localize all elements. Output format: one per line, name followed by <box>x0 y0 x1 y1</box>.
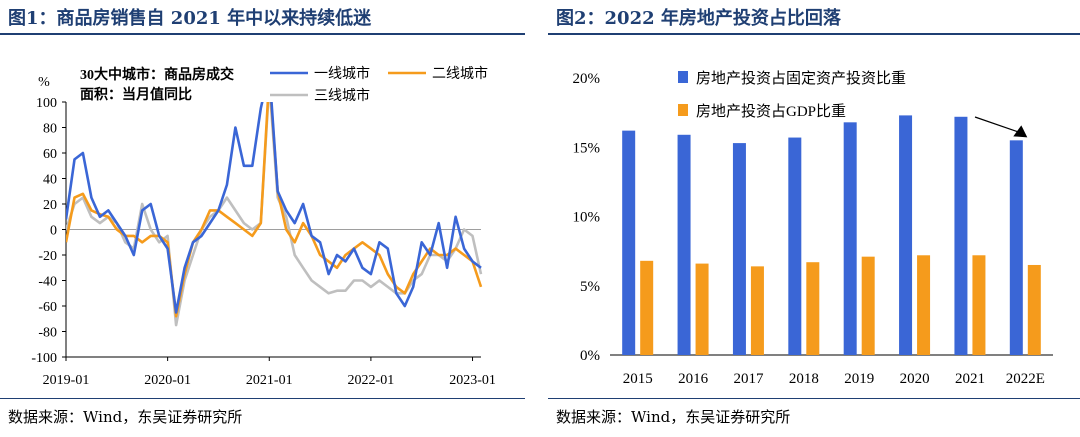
x-tick-label: 2015 <box>623 371 653 387</box>
bar-1-2016 <box>677 134 691 355</box>
callout-arrow-shaft <box>974 116 1020 133</box>
x-tick-label: 2021 <box>955 371 985 387</box>
y-tick-label: -80 <box>38 326 57 341</box>
y-tick-label: 100 <box>36 96 57 111</box>
legend-label-1: 房地产投资占固定资产投资比重 <box>696 70 906 87</box>
x-tick-label: 2019-01 <box>43 373 90 388</box>
left-line-chart: -100 -80 -60 -40 -20 0 20 40 60 80 100% 2019-01 2020… <box>31 65 496 388</box>
callout-arrow-head <box>1013 125 1028 138</box>
x-tick-label: 2023-01 <box>449 373 496 388</box>
left-figure-panel: 图1：商品房销售自 2021 年中以来持续低迷 -100 -80 -60 -40 -20… <box>0 0 525 437</box>
y-tick-label: 40 <box>43 173 57 188</box>
y-tick-label: -20 <box>38 249 57 264</box>
chart-annotation-line-2: 面积：当月值同比 <box>80 86 192 103</box>
right-bar-chart: 0% 5% 10% 15% 20% 2015 2016 2017 2018 2019 2020 202… <box>573 70 1053 387</box>
series-line-1 <box>66 102 482 314</box>
legend-label-1: 一线城市 <box>314 65 370 82</box>
y-tick-label: 0 <box>50 224 57 239</box>
x-tick-label: 2020 <box>900 371 930 387</box>
y-tick-label: 60 <box>43 147 57 162</box>
x-tick-label: 2022E <box>1006 371 1045 387</box>
y-tick-label: 10% <box>573 210 601 226</box>
bar-1-2021 <box>954 116 968 355</box>
right-figure-panel: 图2：2022 年房地产投资占比回落 0% 5% 10% 15% 20% 2015 2016… <box>548 0 1080 437</box>
y-axis-unit: % <box>38 75 50 90</box>
legend-label-3: 三线城市 <box>314 87 370 104</box>
y-tick-label: -40 <box>38 275 57 290</box>
bar-1-2019 <box>843 122 857 355</box>
y-tick-label: 20 <box>43 198 57 213</box>
x-tick-label: 2022-01 <box>348 373 395 388</box>
legend-swatch-2 <box>678 104 688 116</box>
bar-2-2021 <box>972 255 986 355</box>
x-tick-label: 2018 <box>789 371 819 387</box>
bar-1-2018 <box>788 137 802 355</box>
bar-1-2017 <box>732 143 746 355</box>
left-title-rule <box>0 33 525 35</box>
bar-2-2019 <box>861 256 875 355</box>
bar-2-2020 <box>917 255 931 355</box>
y-tick-label: -100 <box>31 351 57 366</box>
y-tick-label: 20% <box>573 71 601 87</box>
right-source-rule <box>548 398 1080 399</box>
legend-swatch-1 <box>678 71 688 83</box>
bar-2-2017 <box>750 266 764 355</box>
x-tick-label: 2021-01 <box>246 373 293 388</box>
bar-2-2022E <box>1027 264 1041 355</box>
bar-2-2016 <box>695 263 709 355</box>
y-tick-label: 5% <box>580 279 600 295</box>
left-source-rule <box>0 398 525 399</box>
y-tick-label: 80 <box>43 122 57 137</box>
chart-annotation-line-1: 30大中城市：商品房成交 <box>80 66 234 83</box>
y-tick-label: -60 <box>38 300 57 315</box>
x-tick-label: 2017 <box>733 371 764 387</box>
right-figure-title: 图2：2022 年房地产投资占比回落 <box>556 8 841 29</box>
y-tick-label: 0% <box>580 348 600 364</box>
legend-label-2: 房地产投资占GDP比重 <box>696 103 846 120</box>
bar-2-2015 <box>640 260 654 355</box>
y-tick-label: 15% <box>573 140 601 156</box>
right-title-rule <box>548 33 1080 35</box>
bar-1-2015 <box>622 130 636 355</box>
right-source-note: 数据来源：Wind，东吴证券研究所 <box>556 408 791 426</box>
x-tick-label: 2019 <box>844 371 874 387</box>
left-source-note: 数据来源：Wind，东吴证券研究所 <box>8 408 243 426</box>
bar-1-2020 <box>899 115 913 356</box>
bar-2-2018 <box>806 262 820 355</box>
bar-1-2022E <box>1009 140 1023 355</box>
x-tick-label: 2016 <box>678 371 709 387</box>
legend-label-2: 二线城市 <box>432 65 488 82</box>
x-tick-label: 2020-01 <box>144 373 191 388</box>
left-figure-title: 图1：商品房销售自 2021 年中以来持续低迷 <box>8 8 372 29</box>
